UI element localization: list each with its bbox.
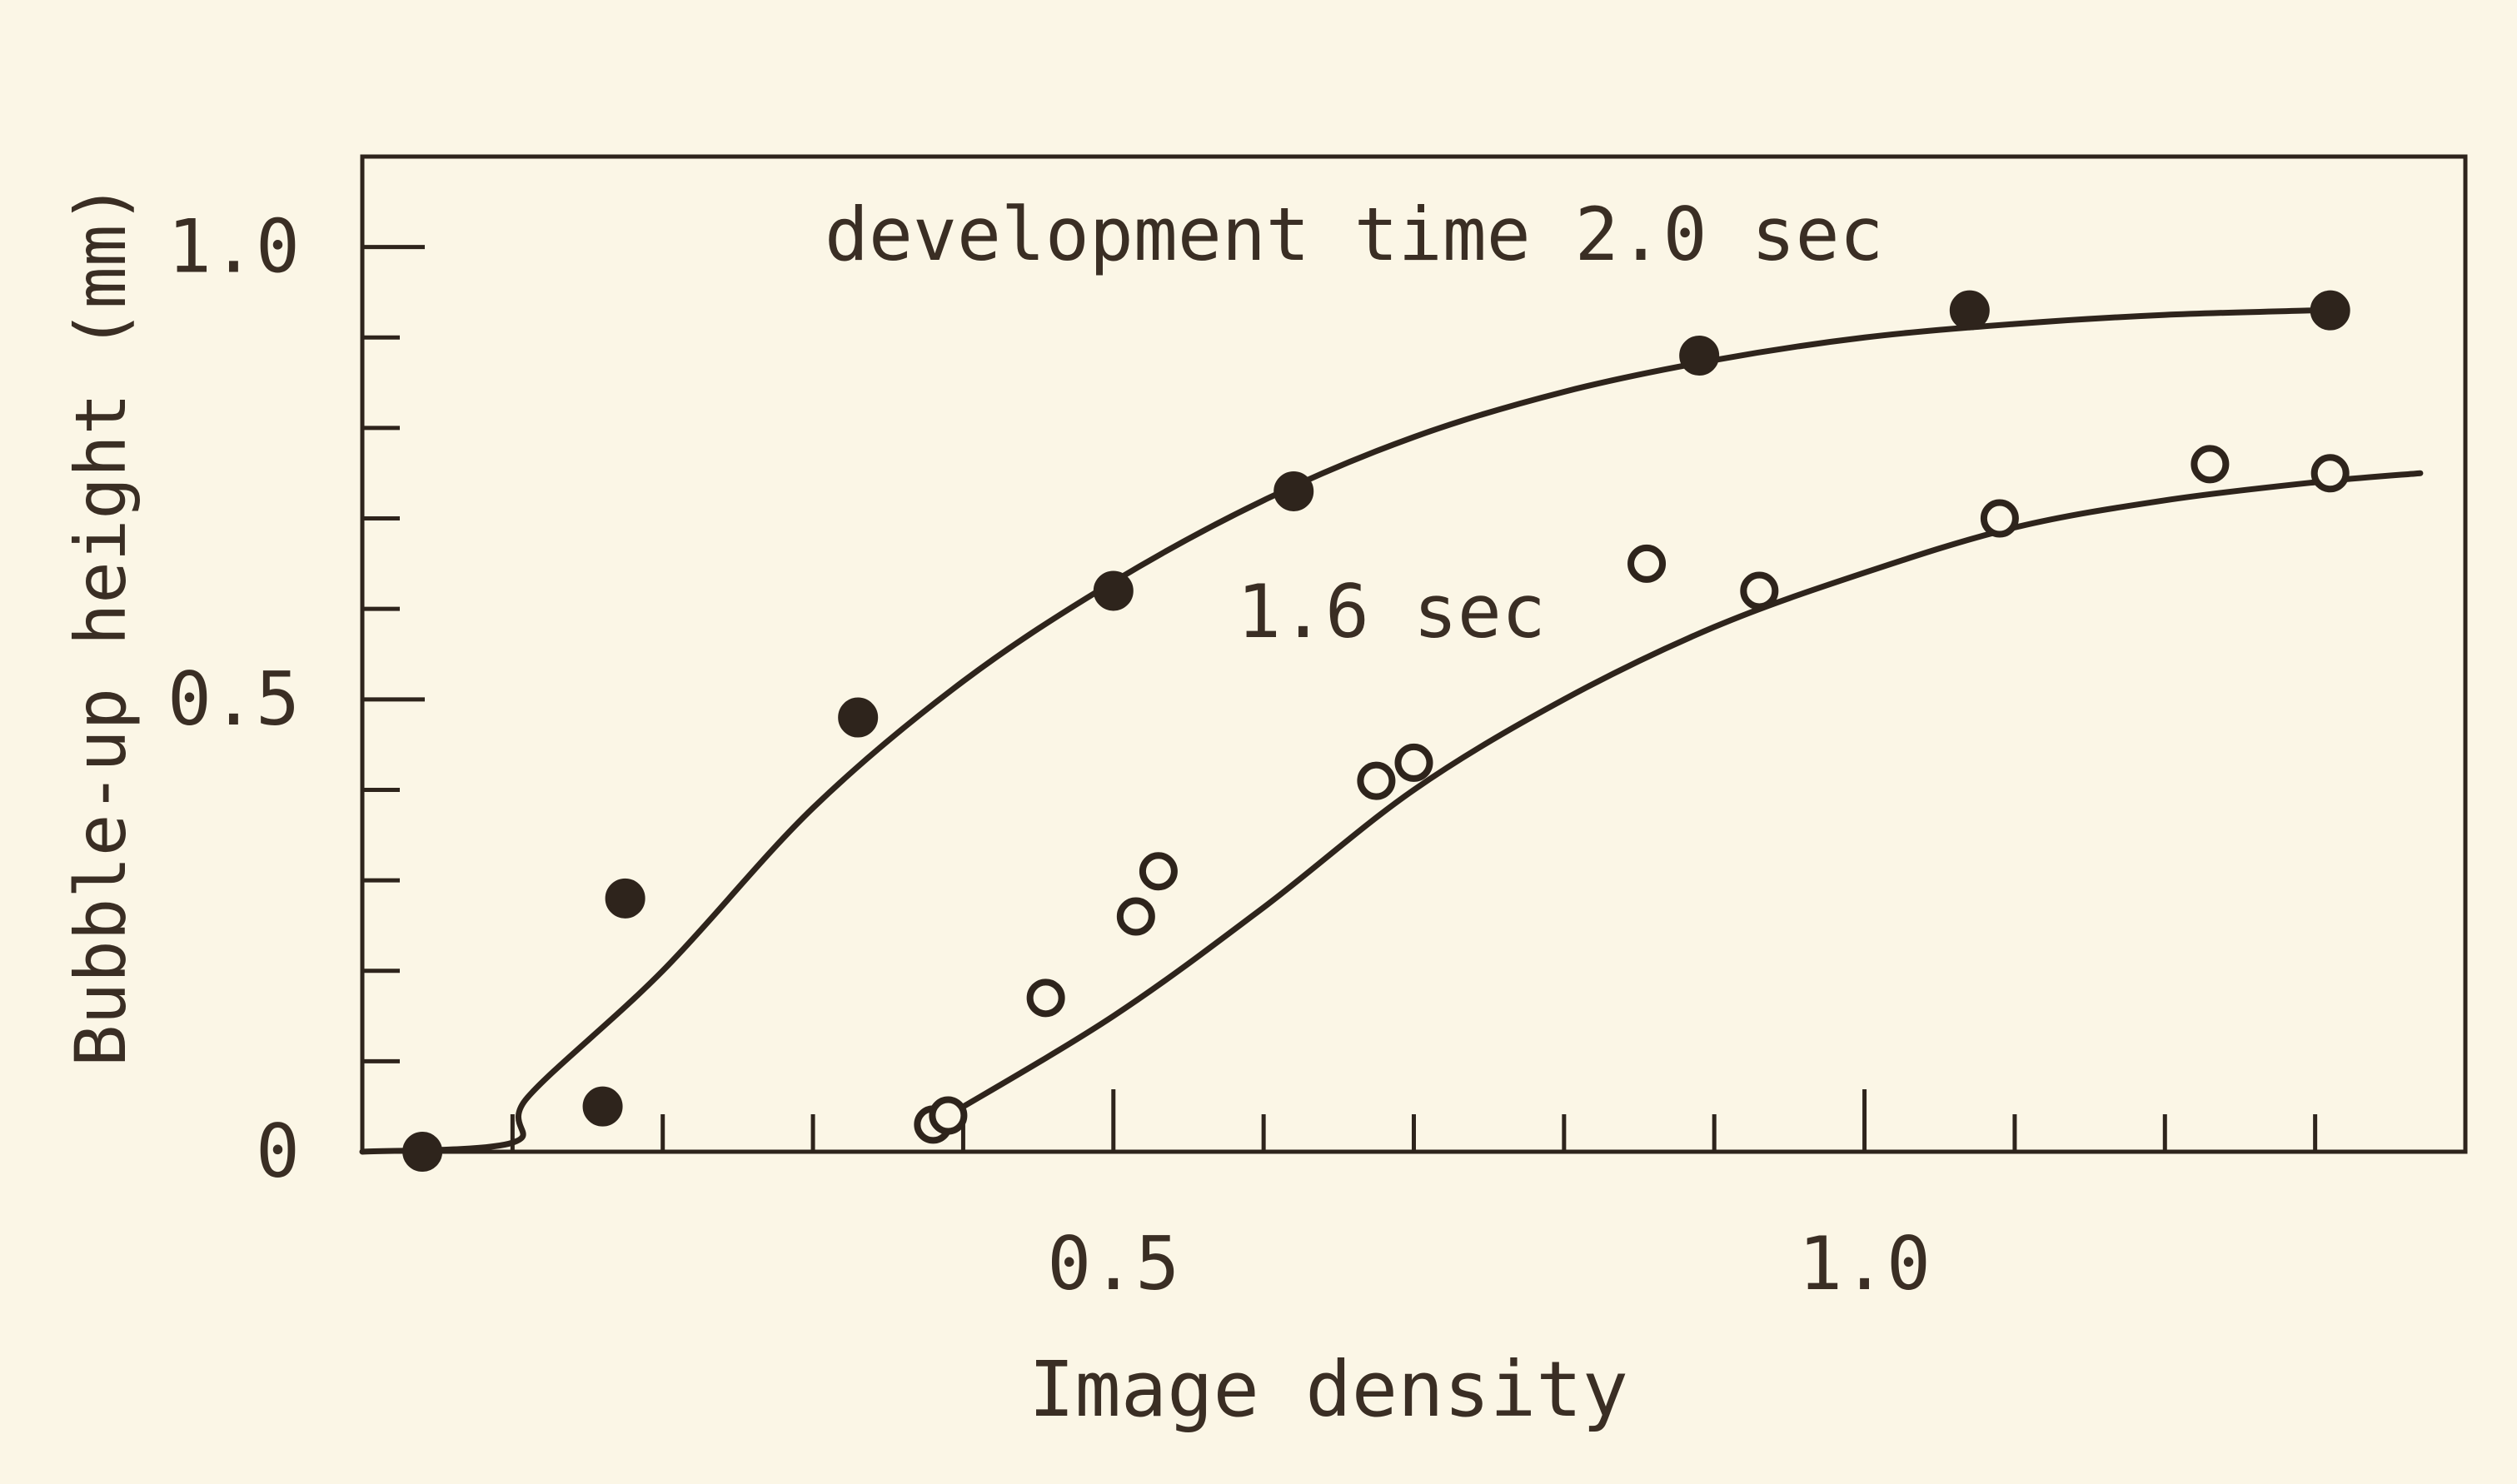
annotation-development-time: development time 2.0 sec xyxy=(825,192,1884,277)
x-tick-label: 1.0 xyxy=(1798,1221,1931,1307)
data-point-filled xyxy=(2310,290,2350,331)
y-tick-label: 0.5 xyxy=(167,656,300,742)
data-point-open xyxy=(2191,445,2230,484)
data-point-open xyxy=(1357,761,1396,800)
data-point-open xyxy=(2310,454,2350,493)
fitted-curve-series-0 xyxy=(359,307,2319,1155)
y-tick-label: 1.0 xyxy=(167,204,300,290)
data-point-open xyxy=(1627,544,1667,583)
curves-layer xyxy=(359,307,2424,1155)
data-point-filled xyxy=(605,878,645,919)
data-point-open xyxy=(1740,571,1779,610)
data-point-open xyxy=(929,1096,968,1135)
labels-layer: Image density Bubble-up height (mm) deve… xyxy=(60,182,1884,1434)
data-point-filled xyxy=(1273,471,1314,511)
data-point-open xyxy=(1980,499,2019,538)
data-point-filled xyxy=(1093,570,1134,611)
data-point-filled xyxy=(1949,290,1990,331)
data-point-filled xyxy=(838,697,879,738)
data-point-filled xyxy=(1679,336,1720,376)
x-tick-label: 0.5 xyxy=(1047,1221,1179,1307)
fitted-curve-series-1 xyxy=(944,470,2424,1119)
y-tick-label: 0 xyxy=(256,1108,300,1194)
x-axis-label: Image density xyxy=(1029,1345,1628,1434)
data-point-filled xyxy=(582,1086,623,1127)
points-layer xyxy=(402,290,2350,1172)
data-point-open xyxy=(1139,852,1178,891)
ticks-layer: 0.5 1.0 0 0.5 1.0 xyxy=(167,204,2318,1307)
data-point-filled xyxy=(402,1132,443,1172)
data-point-open xyxy=(1026,979,1065,1018)
data-point-open xyxy=(1394,743,1433,782)
annotation-1-6-sec: 1.6 sec xyxy=(1237,569,1546,655)
y-axis-label: Bubble-up height (mm) xyxy=(60,182,142,1067)
data-point-open xyxy=(1116,897,1155,936)
